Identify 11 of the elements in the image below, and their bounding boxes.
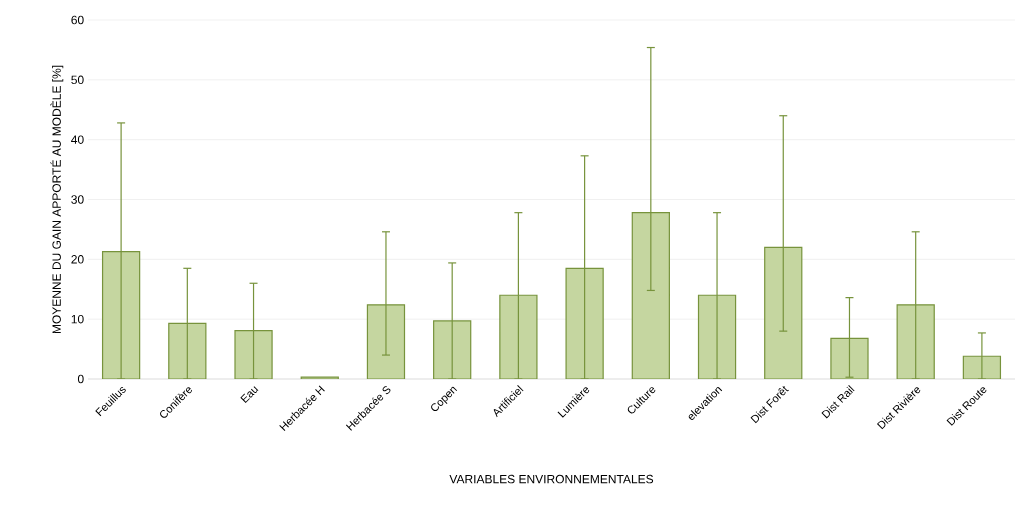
y-tick-label: 60: [71, 15, 84, 25]
y-axis-title: MOYENNE DU GAIN APPORTÉ AU MODÈLE [%]: [50, 65, 64, 334]
x-tick-label: Eau: [240, 386, 259, 404]
y-tick-label: 40: [71, 135, 84, 144]
y-tick-label: 0: [77, 374, 84, 384]
y-tick-label: 10: [71, 314, 84, 324]
x-tick-label: Dist Rail: [821, 385, 855, 419]
y-tick-label: 30: [71, 195, 84, 204]
x-axis-title: VARIABLES ENVIRONNEMENTALES: [449, 474, 654, 484]
y-tick-label: 50: [71, 75, 84, 85]
y-tick-label: 20: [71, 255, 84, 264]
